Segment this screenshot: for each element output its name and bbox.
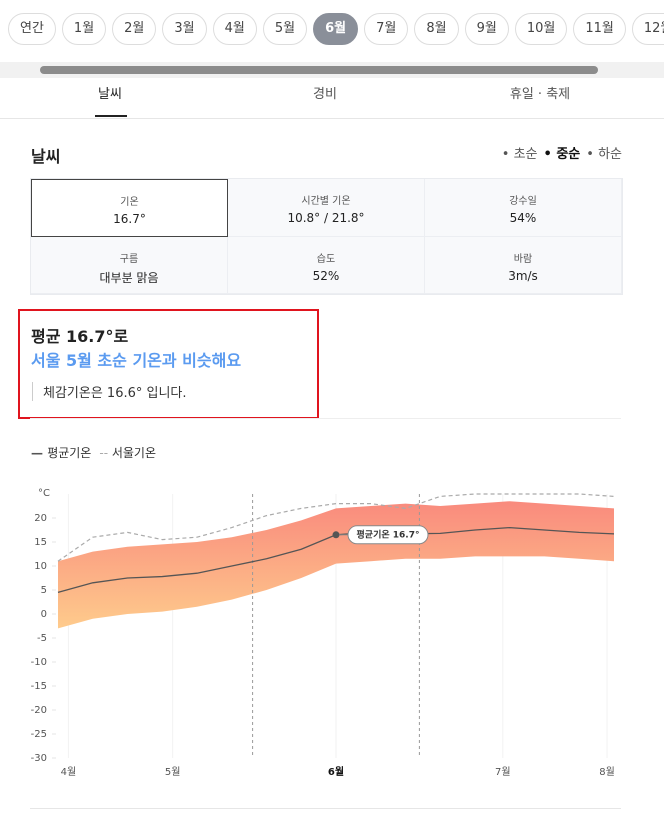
y-tick-label: -25 xyxy=(31,729,47,740)
period-selector: • 초순 • 중순 • 하순 xyxy=(502,143,622,162)
period[interactable]: • 하순 xyxy=(586,143,622,162)
month-tab[interactable]: 8월 xyxy=(414,13,459,45)
stat-cell: 기온 16.7° xyxy=(31,179,228,237)
month-tab[interactable]: 3월 xyxy=(162,13,207,45)
y-tick-label: 15 xyxy=(34,537,47,548)
month-tab[interactable]: 7월 xyxy=(364,13,409,45)
stat-label: 기온 xyxy=(120,197,139,208)
stat-value: 16.7° xyxy=(113,212,146,226)
legend: — 평균기온 -- 서울기온 xyxy=(31,444,156,461)
legend-item: -- 서울기온 xyxy=(99,444,156,461)
bullet: • xyxy=(543,147,557,162)
scroll-thumb[interactable] xyxy=(40,66,598,74)
stat-cell: 바람 3m/s xyxy=(425,236,622,294)
month-tab[interactable]: 10월 xyxy=(514,13,568,45)
month-tab[interactable]: 4월 xyxy=(212,13,257,45)
month-tab[interactable]: 연간 xyxy=(8,13,56,45)
annotation-label: 평균기온 16.7° xyxy=(357,528,420,540)
stat-cell: 시간별 기온 10.8° / 21.8° xyxy=(228,179,425,237)
month-tab[interactable]: 5월 xyxy=(262,13,308,45)
y-tick-label: 10 xyxy=(34,561,47,572)
legend-item: — 평균기온 xyxy=(31,444,91,461)
month-tab[interactable]: 11월 xyxy=(573,13,626,45)
section-tab[interactable]: 휴일 · 축제 xyxy=(509,87,571,102)
period-label: 하순 xyxy=(598,147,622,162)
stat-value: 10.8° / 21.8° xyxy=(287,211,365,225)
legend-label: 평균기온 xyxy=(47,446,92,460)
feels-like: 체감기온은 16.6° 입니다. xyxy=(32,382,187,401)
bullet: • xyxy=(501,147,514,162)
summary-comparison: 서울 5월 초순 기온과 비슷해요 xyxy=(31,351,242,370)
stat-value: 3m/s xyxy=(508,268,538,283)
section-tabs: 날씨 경비 휴일 · 축제 xyxy=(0,80,664,119)
legend-label: 서울기온 xyxy=(111,446,157,460)
month-tab[interactable]: 12월 xyxy=(631,13,664,45)
summary-headline: 평균 16.7°로 xyxy=(31,327,129,346)
divider xyxy=(30,418,621,419)
y-tick-label: -20 xyxy=(31,705,47,716)
x-tick-label: 6월 xyxy=(328,766,344,778)
month-tab[interactable]: 6월 xyxy=(313,13,359,45)
bullet: • xyxy=(586,147,599,162)
stat-value: 대부분 맑음 xyxy=(99,270,159,285)
chart: °C 20 15 10 5 0 -5 -10 -15 -20 -25 -30 4월 5월 6월 7월 8월 평균기… xyxy=(31,488,615,778)
stat-label: 시간별 기온 xyxy=(301,196,351,207)
stat-value: 52% xyxy=(312,268,340,283)
stat-label: 강수일 xyxy=(509,196,537,207)
stat-label: 구름 xyxy=(119,253,139,265)
stat-cell: 습도 52% xyxy=(228,236,425,294)
month-tabs: 연간1월2월3월4월5월6월7월8월9월10월11월12월 xyxy=(8,13,664,45)
x-tick-label: 5월 xyxy=(165,766,181,778)
series-line xyxy=(57,493,615,562)
x-tick-label: 7월 xyxy=(495,766,511,778)
x-tick-label: 4월 xyxy=(61,766,77,778)
y-tick-label: 0 xyxy=(41,609,47,620)
month-tab[interactable]: 9월 xyxy=(464,13,509,45)
y-tick-label: -5 xyxy=(37,633,47,644)
annotation-point xyxy=(332,531,340,539)
tab-underline xyxy=(95,115,127,117)
period-label: 중순 xyxy=(556,147,581,162)
divider xyxy=(30,808,621,809)
month-tab[interactable]: 1월 xyxy=(61,13,107,45)
stat-label: 습도 xyxy=(316,253,336,265)
stat-value: 54% xyxy=(509,211,537,225)
period[interactable]: • 중순 xyxy=(544,143,581,162)
stat-cell: 강수일 54% xyxy=(425,179,622,237)
period-label: 초순 xyxy=(513,147,538,162)
period[interactable]: • 초순 xyxy=(502,143,538,162)
y-tick-label: -10 xyxy=(31,657,47,668)
legend-key: -- xyxy=(99,446,112,460)
month-tab[interactable]: 2월 xyxy=(112,13,157,45)
y-unit: °C xyxy=(38,488,50,499)
y-tick-label: 5 xyxy=(41,585,47,596)
temperature-band xyxy=(58,501,614,629)
y-tick-label: -15 xyxy=(31,681,47,692)
x-tick-label: 8월 xyxy=(599,766,615,778)
section-tab[interactable]: 날씨 xyxy=(98,87,122,102)
weather-title: 날씨 xyxy=(31,147,61,166)
section-tab[interactable]: 경비 xyxy=(313,87,337,102)
stat-label: 바람 xyxy=(513,253,533,265)
y-tick-label: -30 xyxy=(31,753,47,764)
legend-key: — xyxy=(31,446,48,460)
y-tick-label: 20 xyxy=(34,513,47,524)
